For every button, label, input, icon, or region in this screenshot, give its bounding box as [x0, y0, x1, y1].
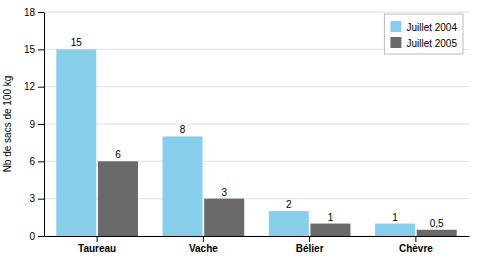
x-tick-mark — [203, 236, 204, 242]
y-axis-line — [44, 13, 45, 237]
y-tick-mark — [38, 49, 44, 50]
bar — [417, 230, 457, 236]
y-tick-label: 3 — [29, 193, 35, 204]
y-tick-label: 15 — [24, 44, 36, 55]
bar — [204, 199, 244, 236]
x-tick-label: Chèvre — [399, 243, 433, 254]
grid-line — [44, 86, 469, 87]
x-tick: Vache — [189, 236, 218, 254]
bar — [98, 161, 138, 236]
grid — [44, 12, 469, 236]
x-tick: Bélier — [296, 236, 324, 254]
bars — [56, 49, 456, 236]
y-tick-label: 9 — [29, 119, 35, 130]
data-label: 1 — [392, 212, 398, 223]
y-tick: 0 — [29, 231, 44, 242]
y-tick: 12 — [24, 81, 44, 92]
data-label: 15 — [71, 37, 83, 48]
x-tick: Taureau — [78, 236, 116, 254]
y-axis: 0 3 6 9 12 15 18 — [24, 7, 45, 242]
data-labels: 15 8 2 1 6 3 1 0,5 — [71, 37, 444, 228]
bar — [375, 224, 415, 236]
y-tick-label: 12 — [24, 81, 36, 92]
y-tick-mark — [38, 161, 44, 162]
bar — [56, 49, 96, 236]
y-tick-mark — [38, 12, 44, 13]
bar — [310, 224, 350, 236]
x-axis: Taureau Vache Bélier Chèvre — [45, 236, 470, 254]
x-tick-mark — [309, 236, 310, 242]
legend-label: Juillet 2005 — [406, 38, 457, 49]
grid-line — [44, 12, 469, 13]
y-tick-mark — [38, 124, 44, 125]
data-label: 3 — [221, 187, 227, 198]
y-tick-mark — [38, 87, 44, 88]
y-tick: 18 — [24, 7, 44, 18]
grid-line — [44, 124, 469, 125]
y-tick-label: 6 — [29, 156, 35, 167]
y-tick: 15 — [24, 44, 44, 55]
chart: 0369121518TaureauVacheBélierChèvreNb de … — [0, 0, 479, 262]
legend: Juillet 2004 Juillet 2005 — [384, 14, 463, 54]
bar-series — [98, 161, 457, 236]
y-tick: 6 — [29, 156, 44, 167]
legend-swatch — [390, 37, 401, 48]
x-axis-line — [45, 236, 470, 237]
y-axis-title: Nb de sacs de 100 kg — [2, 76, 13, 173]
legend-item: Juillet 2005 — [390, 37, 457, 49]
bar-series — [56, 49, 415, 236]
data-label: 2 — [286, 199, 292, 210]
data-label: 6 — [115, 149, 121, 160]
y-tick: 9 — [29, 119, 44, 130]
plot: 0369121518TaureauVacheBélierChèvreNb de … — [2, 7, 470, 254]
data-label: 8 — [180, 124, 186, 135]
data-label: 1 — [328, 212, 334, 223]
x-tick: Chèvre — [399, 236, 433, 254]
x-tick-label: Bélier — [296, 243, 324, 254]
x-tick-label: Vache — [189, 243, 218, 254]
bar — [269, 211, 309, 236]
x-tick-label: Taureau — [78, 243, 116, 254]
legend-frame — [384, 14, 463, 54]
x-tick-mark — [415, 236, 416, 242]
y-tick-mark — [38, 236, 44, 237]
bar — [163, 136, 203, 236]
y-tick-label: 0 — [29, 231, 35, 242]
y-tick-mark — [38, 199, 44, 200]
y-tick: 3 — [29, 193, 44, 204]
legend-swatch — [390, 21, 401, 32]
legend-item: Juillet 2004 — [390, 21, 457, 33]
x-tick-mark — [97, 236, 98, 242]
data-label: 0,5 — [430, 218, 444, 229]
y-tick-label: 18 — [24, 7, 36, 18]
legend-label: Juillet 2004 — [406, 22, 457, 33]
